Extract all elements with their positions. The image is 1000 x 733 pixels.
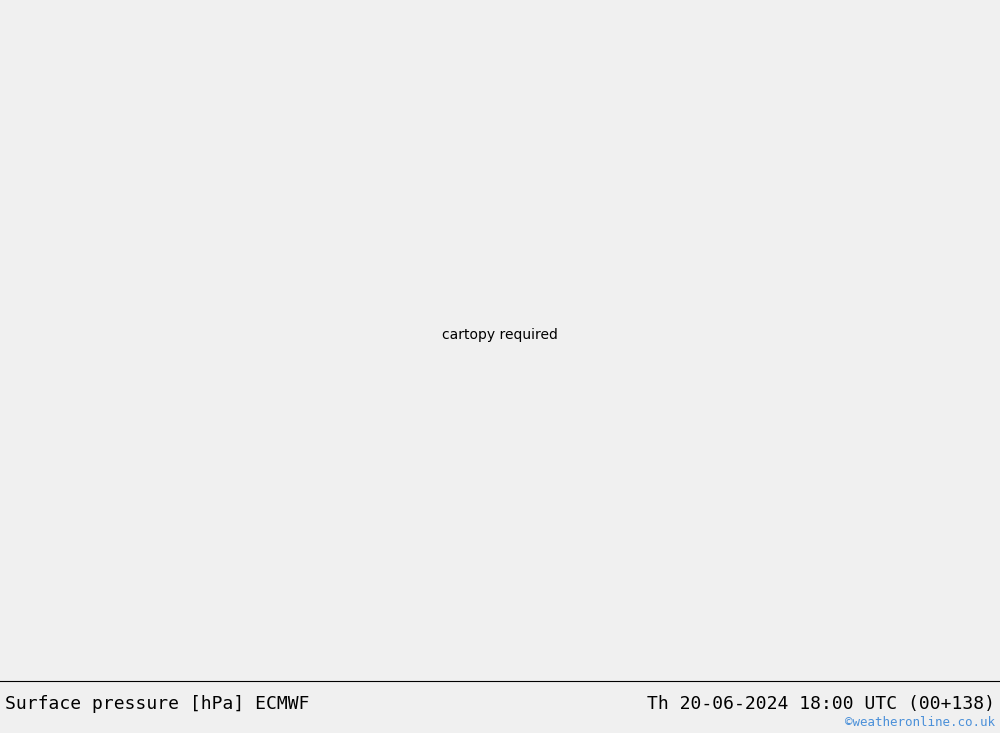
Text: cartopy required: cartopy required <box>442 328 558 342</box>
Text: Surface pressure [hPa] ECMWF: Surface pressure [hPa] ECMWF <box>5 695 310 713</box>
Text: Th 20-06-2024 18:00 UTC (00+138): Th 20-06-2024 18:00 UTC (00+138) <box>647 695 995 713</box>
Text: ©weatheronline.co.uk: ©weatheronline.co.uk <box>845 716 995 729</box>
